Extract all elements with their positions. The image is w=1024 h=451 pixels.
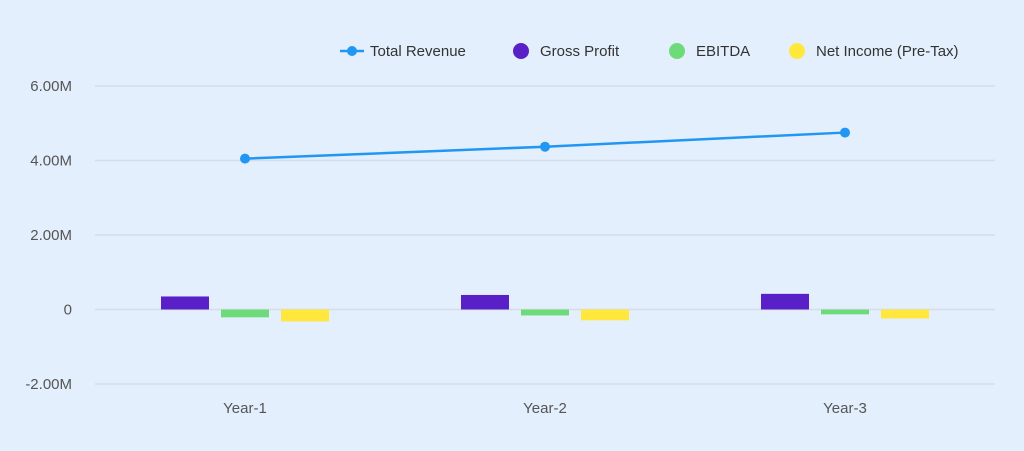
legend-label: Gross Profit (540, 43, 620, 60)
point-total-revenue (540, 141, 550, 152)
bar-ebitda (821, 309, 869, 315)
y-tick-label: 6.00M (30, 78, 72, 95)
legend-label: EBITDA (696, 43, 750, 60)
y-tick-label: 0 (64, 302, 72, 319)
bar-gross-profit (461, 294, 509, 310)
legend-marker-icon (669, 43, 685, 59)
point-total-revenue (840, 127, 850, 138)
legend-label: Total Revenue (370, 43, 466, 60)
bar-net-income-pre-tax- (881, 309, 929, 319)
bar-net-income-pre-tax- (581, 309, 629, 321)
y-tick-label: 4.00M (30, 153, 72, 170)
bar-ebitda (521, 309, 569, 316)
y-tick-label: 2.00M (30, 227, 72, 244)
bar-ebitda (221, 309, 269, 318)
legend-marker-icon (789, 43, 805, 59)
point-total-revenue (240, 153, 250, 164)
legend-marker-icon (347, 46, 357, 56)
y-tick-label: -2.00M (25, 376, 72, 393)
bar-gross-profit (761, 293, 809, 310)
x-tick-label: Year-2 (523, 400, 567, 417)
x-tick-label: Year-1 (223, 400, 267, 417)
legend-label: Net Income (Pre-Tax) (816, 43, 959, 60)
legend-marker-icon (513, 43, 529, 59)
x-tick-label: Year-3 (823, 400, 867, 417)
bar-net-income-pre-tax- (281, 309, 329, 322)
bar-gross-profit (161, 296, 209, 310)
